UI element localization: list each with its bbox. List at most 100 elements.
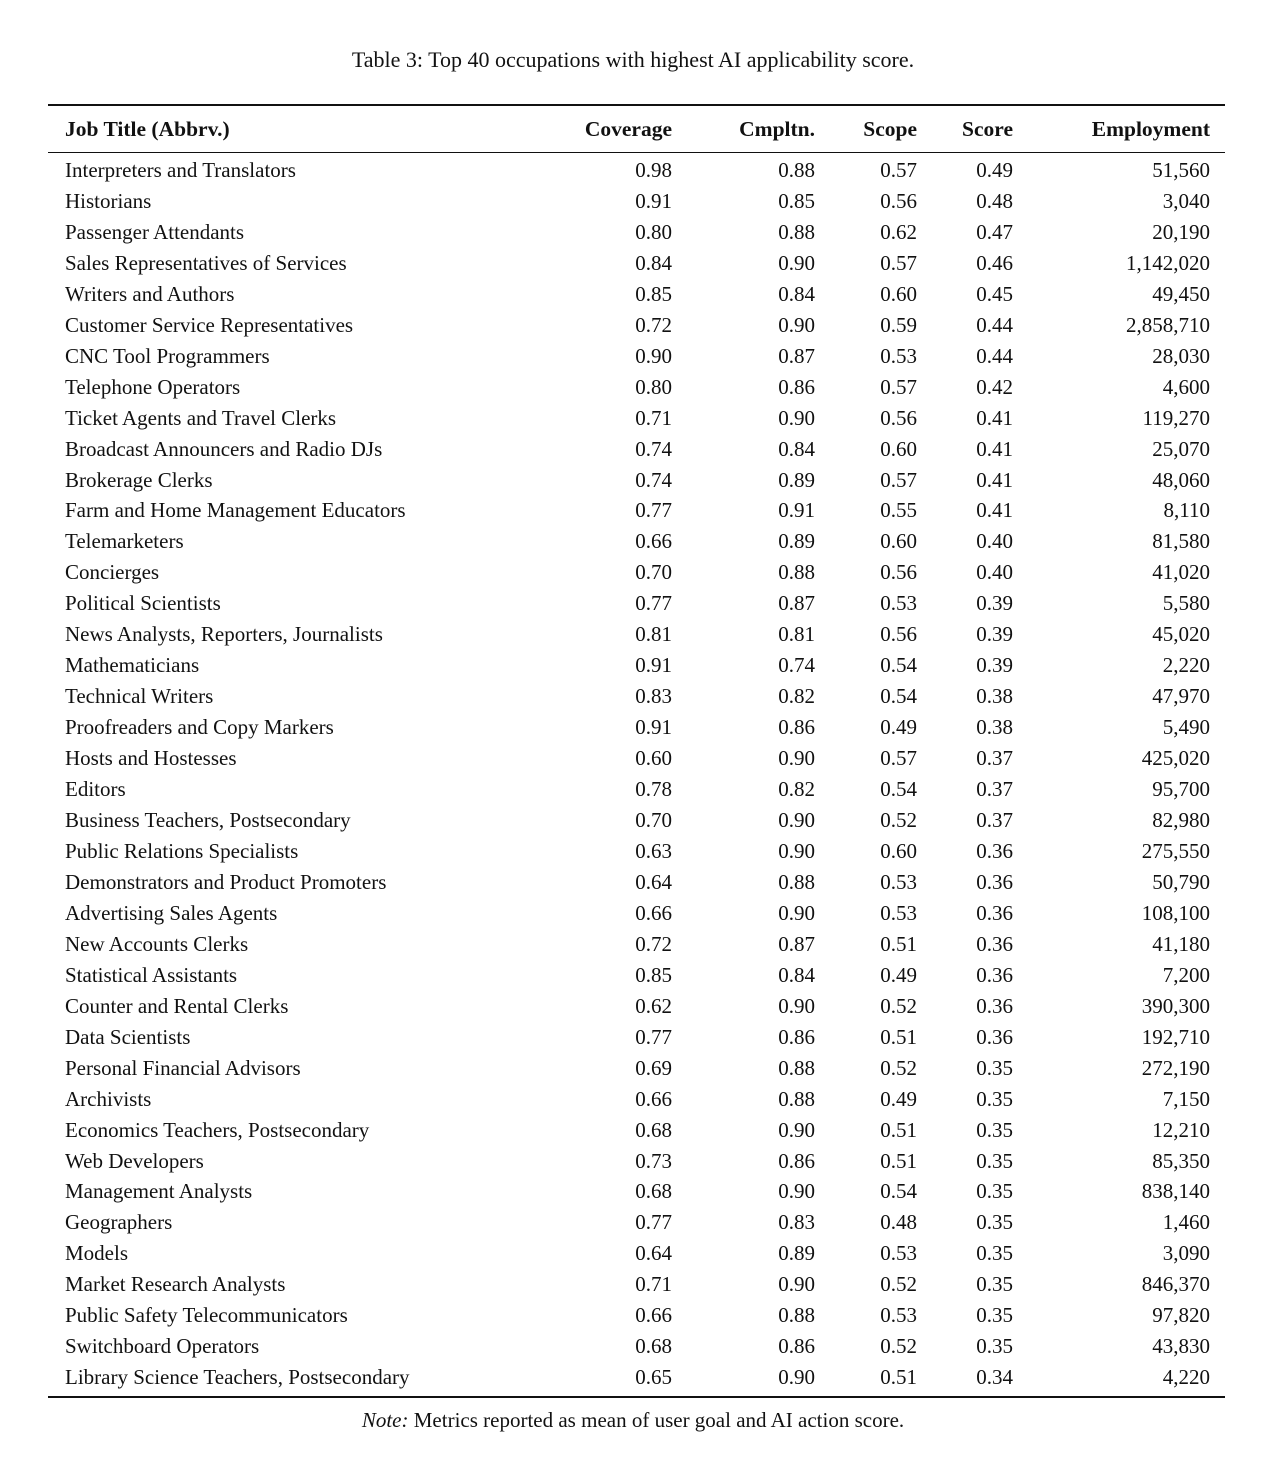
completion-cell: 0.90 bbox=[778, 838, 815, 863]
table-row: Management Analysts 0.68 0.90 0.54 0.35 838,1… bbox=[48, 1176, 1225, 1207]
scope-cell: 0.57 bbox=[880, 467, 917, 492]
job-title-cell: New Accounts Clerks bbox=[65, 931, 249, 956]
scope-cell: 0.52 bbox=[880, 1055, 917, 1080]
completion-cell: 0.86 bbox=[778, 1024, 815, 1049]
score-cell: 0.35 bbox=[976, 1179, 1013, 1204]
coverage-cell: 0.68 bbox=[635, 1334, 672, 1359]
job-title-cell: Farm and Home Management Educators bbox=[65, 498, 406, 523]
score-cell: 0.39 bbox=[976, 591, 1013, 616]
employment-cell: 25,070 bbox=[1152, 436, 1210, 461]
score-cell: 0.39 bbox=[976, 622, 1013, 647]
employment-cell: 846,370 bbox=[1141, 1272, 1210, 1297]
employment-cell: 275,550 bbox=[1141, 838, 1210, 863]
completion-cell: 0.82 bbox=[778, 684, 815, 709]
employment-cell: 272,190 bbox=[1141, 1055, 1210, 1080]
scope-cell: 0.49 bbox=[880, 715, 917, 740]
employment-cell: 45,020 bbox=[1152, 622, 1210, 647]
coverage-cell: 0.71 bbox=[635, 1272, 672, 1297]
coverage-cell: 0.81 bbox=[635, 622, 672, 647]
job-title-cell: Mathematicians bbox=[65, 653, 200, 678]
table-row: Web Developers 0.73 0.86 0.51 0.35 85,350 bbox=[48, 1146, 1225, 1177]
completion-cell: 0.90 bbox=[778, 1365, 815, 1390]
employment-cell: 390,300 bbox=[1141, 993, 1210, 1018]
job-title-cell: Telemarketers bbox=[65, 529, 184, 554]
score-cell: 0.36 bbox=[976, 1024, 1013, 1049]
coverage-cell: 0.71 bbox=[635, 405, 672, 430]
score-cell: 0.35 bbox=[976, 1055, 1013, 1080]
table-header-row: Job Title (Abbrv.) Coverage Cmpltn. Scop… bbox=[48, 105, 1225, 153]
score-cell: 0.41 bbox=[976, 467, 1013, 492]
score-cell: 0.35 bbox=[976, 1117, 1013, 1142]
table-row: Historians 0.91 0.85 0.56 0.48 3,040 bbox=[48, 186, 1225, 217]
completion-cell: 0.90 bbox=[778, 746, 815, 771]
job-title-cell: Web Developers bbox=[65, 1148, 204, 1173]
coverage-cell: 0.64 bbox=[635, 1241, 672, 1266]
scope-cell: 0.51 bbox=[880, 1024, 917, 1049]
table-row: Geographers 0.77 0.83 0.48 0.35 1,460 bbox=[48, 1207, 1225, 1238]
coverage-cell: 0.68 bbox=[635, 1179, 672, 1204]
table-caption: Table 3: Top 40 occupations with highest… bbox=[351, 47, 915, 72]
scope-cell: 0.55 bbox=[880, 498, 917, 523]
scope-cell: 0.54 bbox=[880, 653, 917, 678]
employment-cell: 47,970 bbox=[1152, 684, 1210, 709]
table-row: Customer Service Representatives 0.72 0.90… bbox=[48, 310, 1225, 341]
job-title-cell: Economics Teachers, Postsecondary bbox=[65, 1117, 370, 1142]
table-row: Telemarketers 0.66 0.89 0.60 0.40 81,580 bbox=[48, 526, 1225, 557]
table-row: Sales Representatives of Services 0.84 0.9… bbox=[48, 248, 1225, 279]
coverage-cell: 0.60 bbox=[635, 746, 672, 771]
employment-cell: 81,580 bbox=[1152, 529, 1210, 554]
completion-cell: 0.88 bbox=[778, 158, 815, 182]
job-title-cell: Proofreaders and Copy Markers bbox=[65, 715, 334, 740]
score-cell: 0.35 bbox=[976, 1303, 1013, 1328]
coverage-cell: 0.63 bbox=[635, 838, 672, 863]
job-title-cell: Models bbox=[65, 1241, 128, 1266]
completion-cell: 0.91 bbox=[778, 498, 815, 523]
completion-cell: 0.84 bbox=[778, 962, 815, 987]
job-title-cell: News Analysts, Reporters, Journalists bbox=[65, 622, 383, 647]
score-cell: 0.41 bbox=[976, 405, 1013, 430]
scope-cell: 0.53 bbox=[880, 591, 917, 616]
employment-cell: 41,180 bbox=[1152, 931, 1210, 956]
scope-cell: 0.51 bbox=[880, 931, 917, 956]
employment-cell: 1,142,020 bbox=[1126, 250, 1210, 275]
job-title-cell: Interpreters and Translators bbox=[65, 158, 296, 182]
employment-cell: 5,580 bbox=[1162, 591, 1210, 616]
job-title-cell: Switchboard Operators bbox=[65, 1334, 260, 1359]
job-title-cell: Passenger Attendants bbox=[65, 219, 245, 244]
score-cell: 0.38 bbox=[976, 715, 1013, 740]
score-cell: 0.42 bbox=[976, 374, 1013, 399]
job-title-cell: Historians bbox=[65, 188, 152, 213]
table-row: Political Scientists 0.77 0.87 0.53 0.39 5,58… bbox=[48, 588, 1225, 619]
scope-cell: 0.60 bbox=[880, 281, 917, 306]
table-row: Business Teachers, Postsecondary 0.70 0.90… bbox=[48, 805, 1225, 836]
score-cell: 0.35 bbox=[976, 1241, 1013, 1266]
score-cell: 0.40 bbox=[976, 560, 1013, 585]
scope-cell: 0.56 bbox=[880, 622, 917, 647]
job-title-cell: Public Safety Telecommunicators bbox=[65, 1303, 348, 1328]
score-cell: 0.35 bbox=[976, 1334, 1013, 1359]
score-cell: 0.39 bbox=[976, 653, 1013, 678]
completion-cell: 0.89 bbox=[778, 529, 815, 554]
score-cell: 0.36 bbox=[976, 993, 1013, 1018]
coverage-cell: 0.74 bbox=[635, 436, 672, 461]
scope-cell: 0.53 bbox=[880, 343, 917, 368]
coverage-cell: 0.68 bbox=[635, 1117, 672, 1142]
scope-cell: 0.59 bbox=[880, 312, 917, 337]
coverage-cell: 0.77 bbox=[635, 1210, 672, 1235]
scope-cell: 0.56 bbox=[880, 188, 917, 213]
scope-cell: 0.52 bbox=[880, 993, 917, 1018]
coverage-cell: 0.62 bbox=[635, 993, 672, 1018]
note-text: Metrics reported as mean of user goal an… bbox=[413, 1408, 905, 1433]
job-title-cell: Advertising Sales Agents bbox=[65, 900, 278, 925]
completion-cell: 0.90 bbox=[778, 1272, 815, 1297]
table-row: News Analysts, Reporters, Journalists 0.8… bbox=[48, 619, 1225, 650]
job-title-cell: Sales Representatives of Services bbox=[65, 250, 347, 275]
scope-cell: 0.54 bbox=[880, 777, 917, 802]
scope-cell: 0.60 bbox=[880, 436, 917, 461]
employment-cell: 4,220 bbox=[1162, 1365, 1210, 1390]
score-cell: 0.35 bbox=[976, 1086, 1013, 1111]
score-cell: 0.41 bbox=[976, 498, 1013, 523]
coverage-cell: 0.98 bbox=[635, 158, 672, 182]
column-header-completion: Cmpltn. bbox=[672, 105, 815, 153]
